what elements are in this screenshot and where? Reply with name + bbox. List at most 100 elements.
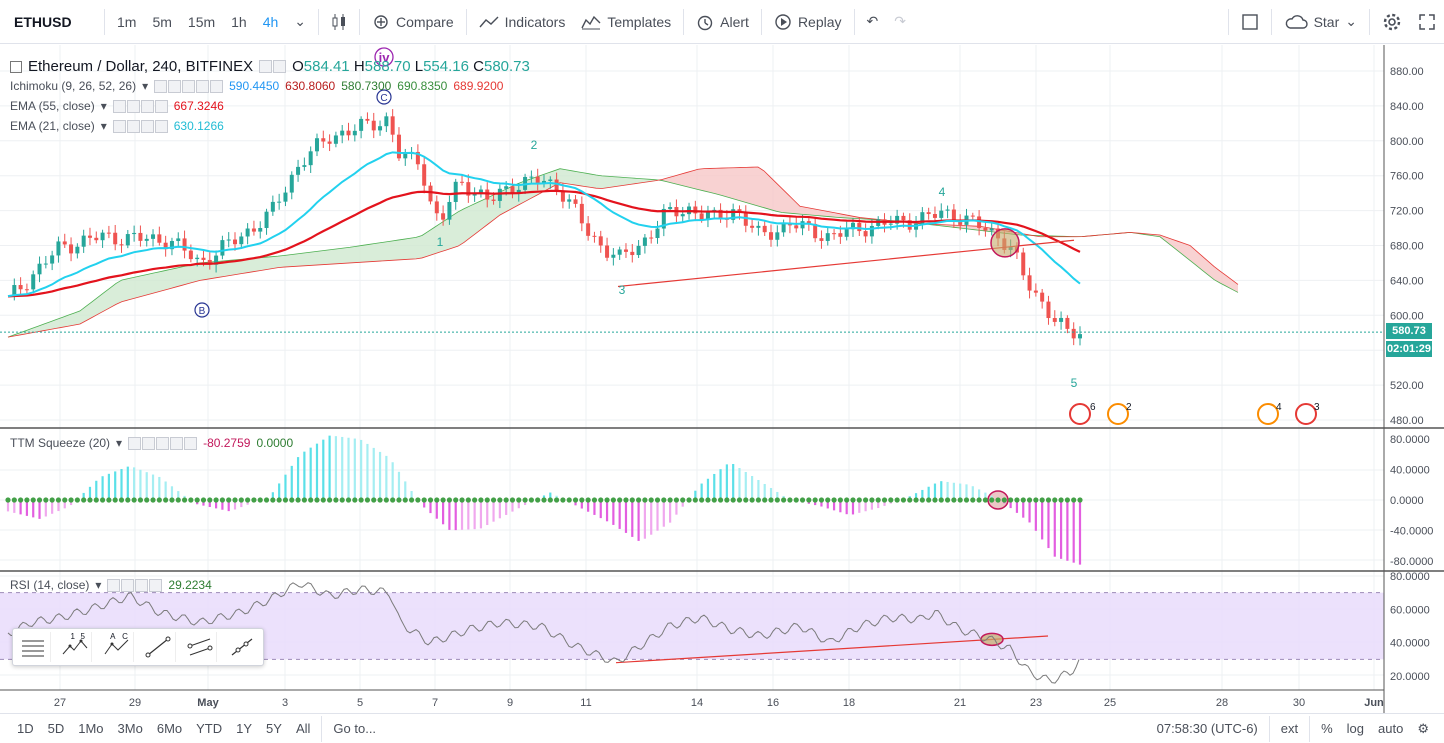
chevron-down-icon[interactable]: ▾ bbox=[100, 99, 107, 113]
ttm-tick-label: -40.0000 bbox=[1390, 525, 1433, 537]
redo-button[interactable]: ↷ bbox=[886, 0, 914, 44]
range-6mo[interactable]: 6Mo bbox=[156, 721, 183, 736]
goto-button[interactable]: Go to... bbox=[333, 721, 377, 736]
symbol-title[interactable]: Ethereum / Dollar, 240, BITFINEX bbox=[28, 58, 254, 75]
trendline-tool-button[interactable] bbox=[142, 632, 176, 662]
interval-1m[interactable]: 1m bbox=[117, 13, 137, 30]
time-axis[interactable]: 27 29 May 3 5 7 9 11 14 16 18 21 23 25 28 30 Jun bbox=[54, 697, 1384, 709]
fullscreen-button[interactable] bbox=[1410, 0, 1444, 44]
economic-events[interactable]: 6 2 4 3 bbox=[1069, 402, 1320, 425]
ray-tool-button[interactable] bbox=[225, 632, 259, 662]
squeeze-dot bbox=[749, 497, 755, 503]
ray-icon bbox=[231, 638, 253, 656]
candle-body bbox=[951, 209, 956, 223]
chart-type-button[interactable] bbox=[323, 0, 355, 44]
chevron-down-icon[interactable]: ▾ bbox=[100, 119, 107, 133]
elliott-impulse-button[interactable]: 1 5 bbox=[58, 632, 93, 662]
clock[interactable]: 07:58:30 (UTC-6) bbox=[1156, 721, 1258, 736]
study-controls[interactable] bbox=[154, 79, 224, 93]
collapse-icon[interactable] bbox=[10, 60, 22, 73]
candle-body bbox=[869, 225, 874, 237]
percent-toggle[interactable]: % bbox=[1321, 721, 1333, 736]
interval-1h[interactable]: 1h bbox=[231, 13, 247, 30]
highlight-circle[interactable] bbox=[980, 632, 1004, 647]
range-5d[interactable]: 5D bbox=[47, 721, 65, 736]
candles-icon bbox=[332, 13, 346, 30]
squeeze-dot bbox=[490, 497, 497, 503]
compare-button[interactable]: Compare bbox=[364, 0, 462, 44]
chevron-down-icon[interactable]: ▾ bbox=[116, 436, 123, 450]
rsi-legend: RSI (14, close) ▾ 29.2234 bbox=[10, 578, 212, 592]
flag-icon[interactable] bbox=[1069, 403, 1091, 425]
study-name[interactable]: TTM Squeeze (20) bbox=[10, 436, 111, 450]
flag-icon[interactable] bbox=[1107, 403, 1129, 425]
log-toggle[interactable]: log bbox=[1346, 721, 1365, 736]
study-name[interactable]: EMA (55, close) bbox=[10, 99, 95, 113]
ttm-axis[interactable]: 80.0000 40.0000 0.0000 -40.0000 -80.0000 bbox=[1390, 434, 1433, 568]
price-tick-label: 480.00 bbox=[1390, 415, 1424, 427]
squeeze-dot bbox=[156, 497, 162, 503]
alert-button[interactable]: Alert bbox=[688, 0, 757, 44]
elliott-correction-button[interactable]: A C bbox=[100, 632, 135, 662]
fullscreen-square-button[interactable] bbox=[1233, 0, 1267, 44]
symbol-search[interactable]: ETHUSD bbox=[14, 13, 72, 30]
fib-tool-button[interactable] bbox=[17, 632, 51, 662]
candle-body bbox=[756, 225, 761, 228]
range-1d[interactable]: 1D bbox=[17, 721, 34, 736]
study-controls[interactable] bbox=[112, 99, 168, 113]
chevron-down-icon[interactable]: ▾ bbox=[95, 578, 102, 592]
candle-body bbox=[24, 289, 29, 291]
chevron-down-icon[interactable]: ▾ bbox=[142, 79, 149, 93]
series-controls[interactable] bbox=[259, 60, 287, 73]
indicators-button[interactable]: Indicators bbox=[471, 0, 574, 44]
trendline-rsi[interactable] bbox=[615, 635, 1049, 664]
range-5y[interactable]: 5Y bbox=[266, 721, 282, 736]
time-tick-label: 28 bbox=[1216, 697, 1228, 709]
chart-canvas[interactable]: 880.00840.00800.00760.00720.00680.00640.… bbox=[0, 45, 1444, 713]
study-name[interactable]: RSI (14, close) bbox=[10, 578, 90, 592]
study-name[interactable]: EMA (21, close) bbox=[10, 119, 95, 133]
squeeze-dot bbox=[541, 497, 547, 503]
squeeze-dot bbox=[55, 497, 62, 503]
interval-5m[interactable]: 5m bbox=[152, 13, 172, 30]
squeeze-dot bbox=[421, 497, 427, 503]
chart-settings-button[interactable]: ⚙ bbox=[1410, 721, 1436, 737]
undo-button[interactable]: ↶ bbox=[859, 0, 887, 44]
templates-button[interactable]: Templates bbox=[573, 0, 679, 44]
highlight-circle[interactable] bbox=[990, 228, 1020, 258]
range-ytd[interactable]: YTD bbox=[196, 721, 223, 736]
flag-icon[interactable] bbox=[1295, 403, 1317, 425]
squeeze-dot bbox=[604, 497, 610, 503]
channel-tool-button[interactable] bbox=[183, 632, 218, 662]
save-layout-button[interactable]: Star ⌄ bbox=[1276, 0, 1365, 44]
squeeze-dot bbox=[724, 497, 730, 503]
flag-icon[interactable] bbox=[1257, 403, 1279, 425]
settings-button[interactable] bbox=[1374, 0, 1410, 44]
range-all[interactable]: All bbox=[295, 721, 311, 736]
squeeze-dot bbox=[188, 497, 194, 503]
rsi-axis[interactable]: 80.0000 60.0000 40.0000 20.0000 bbox=[1390, 571, 1430, 683]
candle-body bbox=[422, 164, 427, 186]
squeeze-dot bbox=[970, 497, 976, 503]
study-controls[interactable] bbox=[112, 119, 168, 133]
range-1y[interactable]: 1Y bbox=[236, 721, 253, 736]
squeeze-dot bbox=[957, 497, 963, 503]
replay-button[interactable]: Replay bbox=[766, 0, 850, 44]
range-1mo[interactable]: 1Mo bbox=[78, 721, 104, 736]
candle-body bbox=[18, 285, 23, 290]
interval-4h[interactable]: 4h bbox=[262, 13, 279, 30]
ext-toggle[interactable]: ext bbox=[1280, 721, 1299, 736]
time-tick-label: 21 bbox=[954, 697, 966, 709]
study-controls[interactable] bbox=[107, 578, 163, 592]
interval-15m[interactable]: 15m bbox=[187, 13, 216, 30]
study-controls[interactable] bbox=[128, 436, 198, 450]
interval-dropdown[interactable]: ⌄ bbox=[286, 0, 314, 44]
study-name[interactable]: Ichimoku (9, 26, 52, 26) bbox=[10, 79, 137, 93]
candle-body bbox=[863, 231, 868, 237]
candle-body bbox=[586, 223, 591, 236]
price-axis[interactable]: 880.00 840.00 800.00 760.00 720.00 680.00 640.… bbox=[1390, 66, 1424, 427]
range-3mo[interactable]: 3Mo bbox=[117, 721, 143, 736]
candle-body bbox=[239, 236, 244, 245]
squeeze-dot bbox=[503, 497, 509, 503]
auto-toggle[interactable]: auto bbox=[1378, 721, 1404, 736]
